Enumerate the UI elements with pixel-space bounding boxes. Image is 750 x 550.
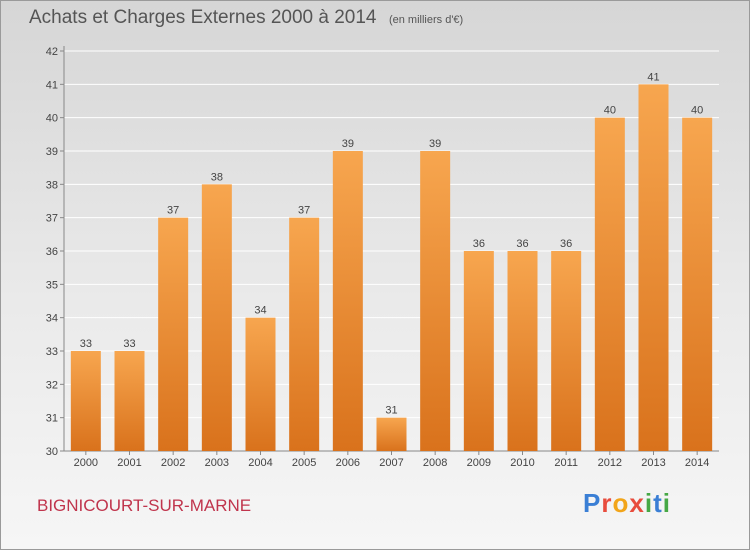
bar [551, 251, 582, 451]
data-label: 38 [211, 171, 223, 183]
bar [245, 317, 276, 451]
data-label: 39 [429, 138, 441, 150]
data-label: 39 [342, 138, 354, 150]
data-label: 31 [385, 405, 397, 417]
data-label: 37 [298, 205, 310, 217]
y-tick-label: 32 [46, 379, 58, 391]
x-tick-label: 2000 [74, 457, 98, 469]
bar [201, 184, 232, 452]
y-tick-label: 33 [46, 346, 58, 358]
bar [332, 151, 363, 451]
data-label: 33 [123, 338, 135, 350]
x-tick-label: 2009 [467, 457, 491, 469]
x-tick-label: 2005 [292, 457, 316, 469]
logo-letter: i [662, 488, 671, 518]
x-tick-label: 2002 [161, 457, 185, 469]
y-tick-label: 42 [46, 46, 58, 58]
unit-note: (en milliers d'€) [388, 14, 464, 26]
y-tick-label: 37 [46, 213, 58, 225]
y-tick-label: 39 [46, 146, 58, 158]
y-tick-label: 40 [46, 113, 58, 125]
data-label: 34 [254, 305, 266, 317]
chart-title: Achats et Charges Externes 2000 à 2014 [29, 7, 377, 28]
proxiti-logo[interactable]: Proxiti [583, 488, 671, 519]
logo-letter: P [583, 488, 602, 518]
data-label: 40 [604, 105, 616, 117]
commune-name: BIGNICOURT-SUR-MARNE [37, 496, 252, 515]
x-tick-label: 2008 [423, 457, 447, 469]
data-label: 36 [473, 238, 485, 250]
x-tick-label: 2003 [205, 457, 229, 469]
x-tick-label: 2012 [598, 457, 622, 469]
bar [507, 251, 538, 451]
bar [158, 217, 189, 451]
bar [638, 84, 669, 451]
data-label: 36 [516, 238, 528, 250]
data-label: 41 [647, 71, 659, 83]
bar [682, 117, 713, 452]
data-label: 33 [80, 338, 92, 350]
logo-letter: x [629, 488, 645, 518]
bar [289, 217, 320, 451]
x-tick-label: 2014 [685, 457, 709, 469]
x-tick-label: 2001 [117, 457, 141, 469]
y-tick-label: 30 [46, 446, 58, 458]
logo-letter: o [612, 488, 630, 518]
y-tick-label: 36 [46, 246, 58, 258]
y-tick-label: 34 [46, 313, 58, 325]
data-label: 37 [167, 205, 179, 217]
data-label: 40 [691, 105, 703, 117]
x-tick-label: 2004 [248, 457, 272, 469]
bar [376, 417, 407, 451]
y-tick-label: 31 [46, 413, 58, 425]
y-tick-label: 35 [46, 279, 58, 291]
logo-letter: i [644, 488, 654, 518]
label-layer: 33 33 37 38 34 37 39 31 39 36 36 36 40 41 40 [80, 71, 704, 416]
x-tick-label: 2006 [336, 457, 360, 469]
bar [463, 251, 494, 451]
x-tick-label: 2013 [641, 457, 665, 469]
bar [594, 117, 625, 452]
bar [70, 351, 101, 451]
x-tick-label: 2007 [379, 457, 403, 469]
bar [420, 151, 451, 451]
logo-letter: r [601, 488, 613, 518]
chart-title-block: Achats et Charges Externes 2000 à 2014 (… [29, 7, 463, 29]
bar [114, 351, 145, 451]
x-tick-label: 2010 [510, 457, 534, 469]
data-label: 36 [560, 238, 572, 250]
bar-layer [70, 84, 713, 452]
x-tick-label: 2011 [554, 457, 578, 469]
y-tick-label: 41 [46, 79, 58, 91]
y-tick-label: 38 [46, 179, 58, 191]
logo-letter: t [653, 488, 663, 518]
